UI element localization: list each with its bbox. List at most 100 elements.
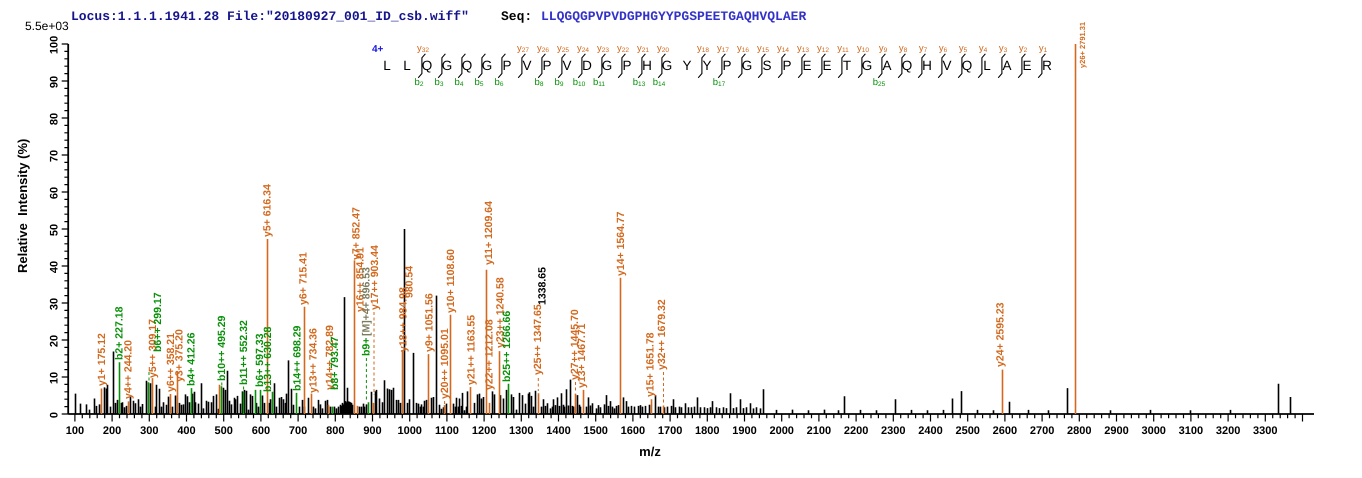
svg-text:L: L <box>403 58 411 73</box>
svg-text:Q: Q <box>422 58 433 73</box>
svg-text:b13: b13 <box>633 77 646 88</box>
svg-text:V: V <box>942 58 951 73</box>
svg-text:1300: 1300 <box>509 425 533 437</box>
svg-text:y14: y14 <box>777 43 789 54</box>
svg-text:1800: 1800 <box>695 425 719 437</box>
svg-text:Y: Y <box>682 58 691 73</box>
svg-text:y11+ 1209.64: y11+ 1209.64 <box>483 201 495 265</box>
svg-text:y5: y5 <box>959 43 968 54</box>
svg-text:2800: 2800 <box>1067 425 1091 437</box>
svg-text:1600: 1600 <box>621 425 645 437</box>
svg-text:A: A <box>1002 58 1011 73</box>
svg-text:3000: 3000 <box>1141 425 1165 437</box>
svg-text:y1: y1 <box>1039 43 1048 54</box>
svg-text:y16++ 854.91: y16++ 854.91 <box>354 247 366 312</box>
svg-text:70: 70 <box>49 150 61 162</box>
svg-text:y23++ 1240.58: y23++ 1240.58 <box>494 277 506 348</box>
svg-text:y18: y18 <box>697 43 709 54</box>
svg-text:y18++ 984.98: y18++ 984.98 <box>398 287 410 352</box>
svg-text:y17++ 903.44: y17++ 903.44 <box>369 245 381 310</box>
svg-text:1200: 1200 <box>472 425 496 437</box>
svg-text:b10++ 495.29: b10++ 495.29 <box>216 315 228 381</box>
svg-text:y8: y8 <box>899 43 908 54</box>
svg-text:R: R <box>1042 58 1052 73</box>
svg-text:y10+ 1108.60: y10+ 1108.60 <box>445 249 457 313</box>
svg-text:y15+ 1651.78: y15+ 1651.78 <box>645 332 657 397</box>
svg-text:2300: 2300 <box>881 425 905 437</box>
svg-text:y32: y32 <box>417 43 429 54</box>
svg-text:L: L <box>383 58 391 73</box>
svg-text:m/z: m/z <box>639 444 661 459</box>
svg-text:b8+ 793.47: b8+ 793.47 <box>329 336 341 390</box>
svg-text:2000: 2000 <box>769 425 793 437</box>
svg-text:y26: y26 <box>537 43 549 54</box>
svg-text:T: T <box>843 58 851 73</box>
svg-text:y20++ 1095.01: y20++ 1095.01 <box>439 328 451 399</box>
svg-text:0: 0 <box>49 412 61 418</box>
svg-text:y24: y24 <box>577 43 589 54</box>
svg-text:900: 900 <box>363 425 381 437</box>
svg-text:20: 20 <box>49 335 61 347</box>
svg-text:2900: 2900 <box>1104 425 1128 437</box>
svg-text:y14++ 782.89: y14++ 782.89 <box>324 325 336 390</box>
svg-text:y21++ 1163.55: y21++ 1163.55 <box>466 315 478 385</box>
svg-text:b6: b6 <box>495 77 504 88</box>
svg-text:b2+ 227.18: b2+ 227.18 <box>114 306 126 360</box>
svg-text:b17: b17 <box>713 77 726 88</box>
svg-text:b8: b8 <box>535 77 544 88</box>
svg-text:y7: y7 <box>919 43 928 54</box>
svg-text:1500: 1500 <box>583 425 607 437</box>
svg-text:b9+: b9+ <box>360 338 372 356</box>
svg-text:V: V <box>522 58 531 73</box>
svg-text:V: V <box>562 58 571 73</box>
svg-text:1100: 1100 <box>435 425 459 437</box>
svg-text:y16: y16 <box>737 43 749 54</box>
svg-text:y32++ 1679.32: y32++ 1679.32 <box>656 299 668 370</box>
svg-text:1000: 1000 <box>397 425 421 437</box>
svg-text:90: 90 <box>49 76 61 88</box>
svg-text:G: G <box>862 58 873 73</box>
svg-text:600: 600 <box>252 425 270 437</box>
svg-text:b4+ 412.26: b4+ 412.26 <box>185 332 197 386</box>
svg-text:800: 800 <box>326 425 344 437</box>
svg-text:30: 30 <box>49 298 61 310</box>
svg-text:b2: b2 <box>415 77 424 88</box>
svg-text:1400: 1400 <box>546 425 570 437</box>
svg-text:y14+ 1564.77: y14+ 1564.77 <box>615 211 627 276</box>
svg-text:1338.65: 1338.65 <box>536 267 548 305</box>
svg-text:300: 300 <box>140 425 158 437</box>
svg-text:3100: 3100 <box>1179 425 1203 437</box>
svg-text:400: 400 <box>177 425 195 437</box>
svg-text:2600: 2600 <box>993 425 1017 437</box>
svg-text:b25++ 1266.66: b25++ 1266.66 <box>501 311 513 382</box>
svg-text:y13: y13 <box>797 43 809 54</box>
svg-text:y12: y12 <box>817 43 829 54</box>
svg-text:Q: Q <box>462 58 473 73</box>
svg-text:y6: y6 <box>939 43 948 54</box>
svg-text:y24+ 2595.23: y24+ 2595.23 <box>995 302 1007 367</box>
svg-text:y15: y15 <box>757 43 769 54</box>
svg-text:y4++ 244.20: y4++ 244.20 <box>123 340 135 399</box>
svg-text:Relative Intensity (%): Relative Intensity (%) <box>15 139 30 273</box>
svg-text:y25++ 1347.65: y25++ 1347.65 <box>532 304 544 375</box>
svg-text:y1+ 175.12: y1+ 175.12 <box>96 333 108 386</box>
svg-text:P: P <box>722 58 731 73</box>
svg-text:y5++ 309.17: y5++ 309.17 <box>147 319 159 378</box>
svg-text:2200: 2200 <box>844 425 868 437</box>
svg-text:4+: 4+ <box>372 44 384 55</box>
svg-text:y6++ 358.21: y6++ 358.21 <box>165 333 177 392</box>
svg-text:y26+ 2791.31: y26+ 2791.31 <box>1078 22 1087 68</box>
svg-text:E: E <box>1022 58 1031 73</box>
svg-text:3200: 3200 <box>1216 425 1240 437</box>
svg-text:y2: y2 <box>1019 43 1028 54</box>
svg-text:G: G <box>662 58 673 73</box>
svg-text:700: 700 <box>289 425 307 437</box>
svg-text:Q: Q <box>902 58 913 73</box>
svg-text:b5: b5 <box>475 77 484 88</box>
svg-text:y21: y21 <box>637 43 649 54</box>
svg-text:H: H <box>642 58 652 73</box>
svg-text:b3: b3 <box>435 77 444 88</box>
svg-text:G: G <box>602 58 613 73</box>
svg-text:y22: y22 <box>617 43 629 54</box>
svg-text:b14: b14 <box>653 77 666 88</box>
